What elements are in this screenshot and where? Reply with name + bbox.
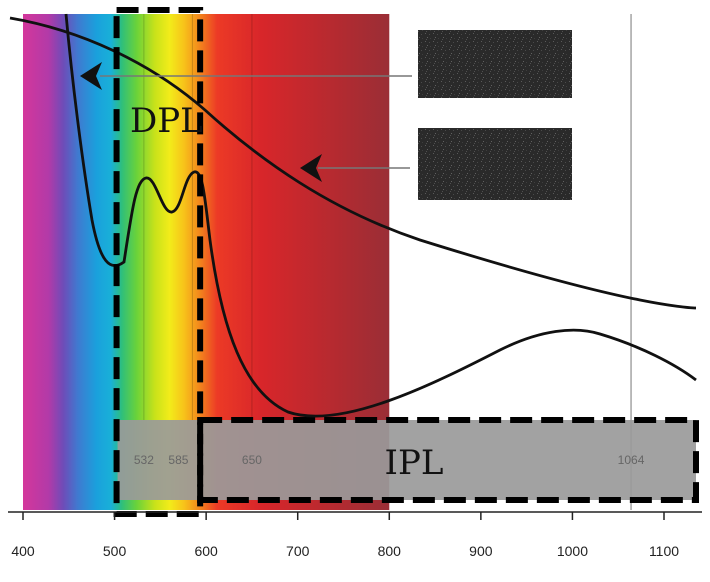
marker-label-585: 585 <box>168 453 188 467</box>
melanin-absorption-curve <box>9 16 697 310</box>
ipl-dashed-outline <box>197 417 699 503</box>
noise-texture-thumbnail <box>418 30 572 98</box>
wavelength-markers: 532 585 650 1064 <box>134 453 645 467</box>
arrow-middle <box>300 154 410 182</box>
marker-label-1064: 1064 <box>618 453 645 467</box>
dpl-dashed-outline <box>113 7 204 517</box>
ipl-label: IPL <box>385 443 444 483</box>
marker-label-650: 650 <box>242 453 262 467</box>
x-tick-label-400: 400 <box>11 543 35 559</box>
x-tick-label-800: 800 <box>378 543 402 559</box>
x-tick-label-900: 900 <box>469 543 493 559</box>
x-tick-label-600: 600 <box>194 543 218 559</box>
dpl-label: DPL <box>130 101 203 141</box>
noise-texture-thumbnail <box>418 128 572 200</box>
x-axis-ticks: 400 500 600 700 800 900 1000 1100 <box>11 512 679 559</box>
x-tick-label-700: 700 <box>286 543 310 559</box>
x-tick-label-1000: 1000 <box>557 543 588 559</box>
marker-label-532: 532 <box>134 453 154 467</box>
arrow-left-icon <box>300 154 322 182</box>
ipl-band <box>117 420 697 500</box>
x-tick-label-500: 500 <box>103 543 127 559</box>
hemoglobin-absorption-curve <box>64 13 697 418</box>
spectrum-gridlines <box>143 14 253 420</box>
x-tick-label-1100: 1100 <box>649 543 679 559</box>
arrow-top <box>80 62 412 90</box>
arrow-left-icon <box>80 62 102 90</box>
